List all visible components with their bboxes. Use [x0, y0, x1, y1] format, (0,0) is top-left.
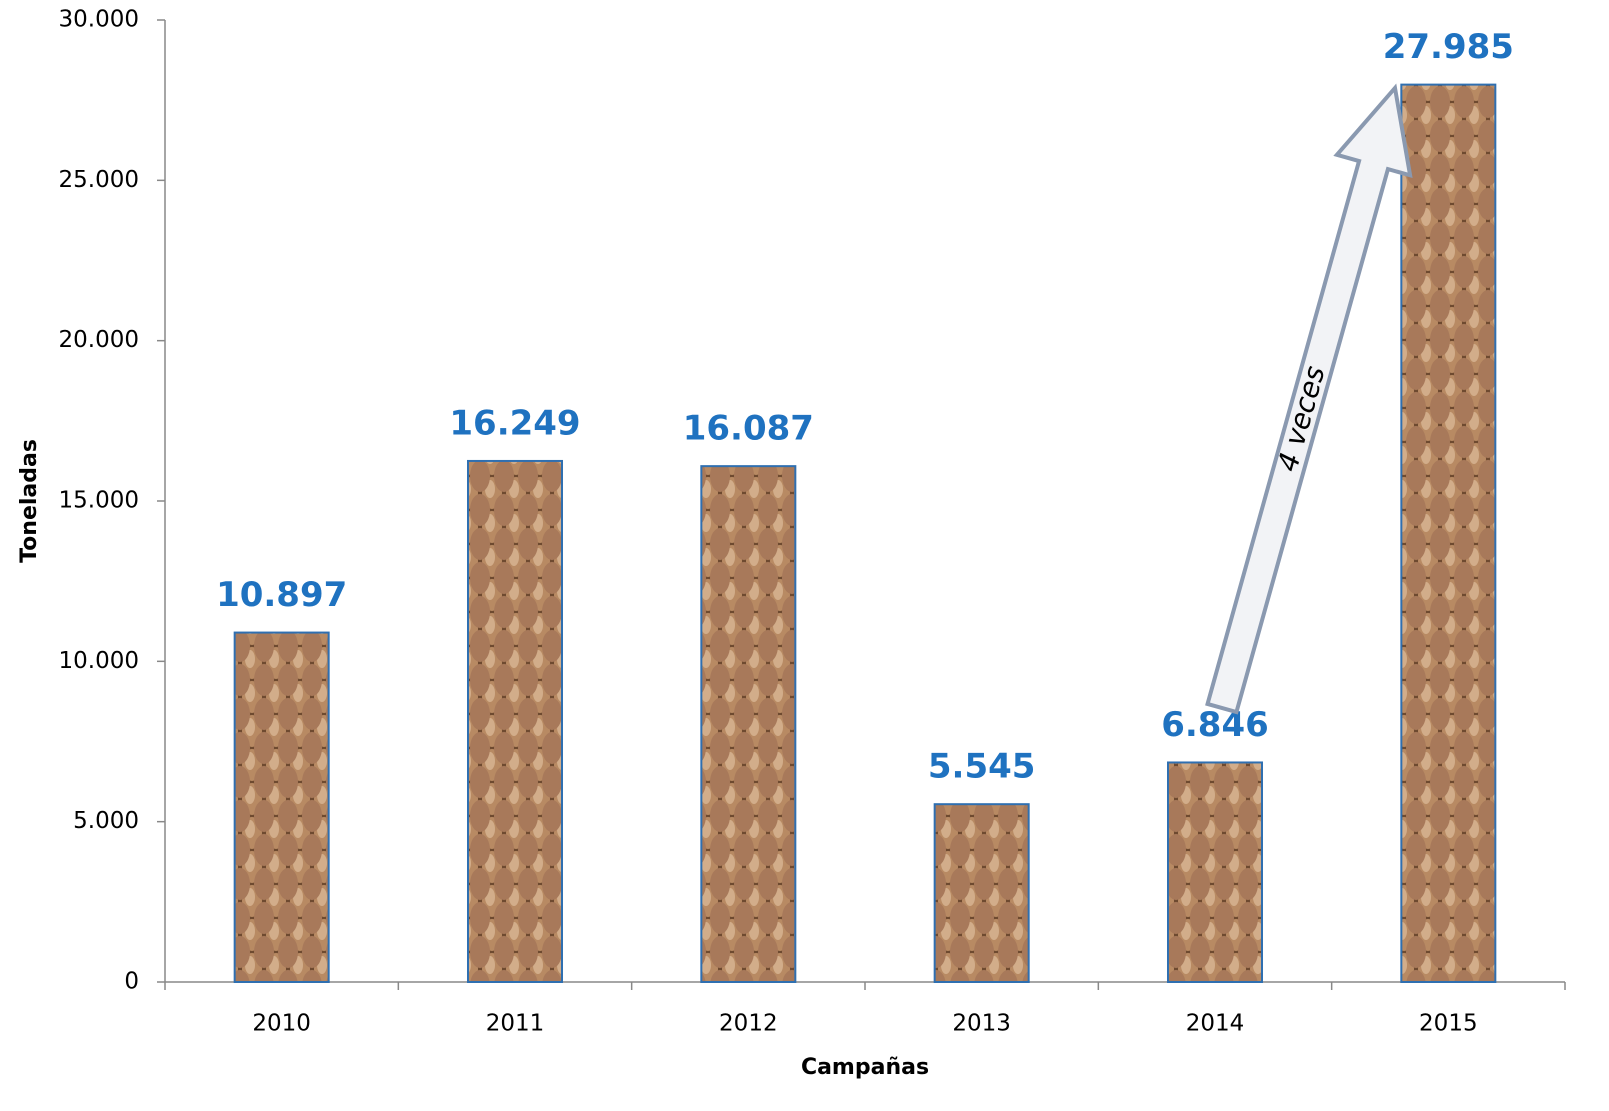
- y-tick-label: 30.000: [59, 7, 139, 33]
- y-tick-label: 10.000: [59, 648, 139, 674]
- bar: [467, 459, 563, 983]
- bar: [700, 465, 797, 983]
- annotation: 4 veces: [1271, 362, 1332, 475]
- bar: [1167, 761, 1263, 984]
- x-tick-label: 2012: [719, 1011, 778, 1037]
- value-label: 6.846: [1161, 705, 1269, 745]
- x-tick-label: 2013: [952, 1011, 1011, 1037]
- value-label: 5.545: [928, 747, 1036, 787]
- y-tick-label: 25.000: [59, 167, 139, 193]
- y-tick-label: 15.000: [59, 488, 139, 514]
- bar: [1400, 83, 1497, 984]
- x-tick-label: 2011: [486, 1011, 545, 1037]
- y-axis-title: Toneladas: [17, 439, 42, 563]
- value-label: 16.087: [683, 409, 814, 449]
- y-tick-label: 20.000: [59, 327, 139, 353]
- bar: [933, 803, 1030, 983]
- x-axis-title: Campañas: [801, 1055, 929, 1080]
- value-label: 16.249: [449, 403, 580, 443]
- value-label: 10.897: [216, 575, 347, 615]
- arrow-shape: [1205, 83, 1413, 715]
- x-tick-label: 2010: [252, 1011, 311, 1037]
- y-tick-label: 5.000: [73, 808, 139, 834]
- annotation-arrow: 4 veces: [1205, 83, 1413, 715]
- x-tick-label: 2014: [1186, 1011, 1245, 1037]
- bar: [233, 631, 330, 983]
- y-tick-label: 0: [124, 969, 139, 995]
- value-label: 27.985: [1383, 27, 1514, 67]
- x-tick-label: 2015: [1419, 1011, 1478, 1037]
